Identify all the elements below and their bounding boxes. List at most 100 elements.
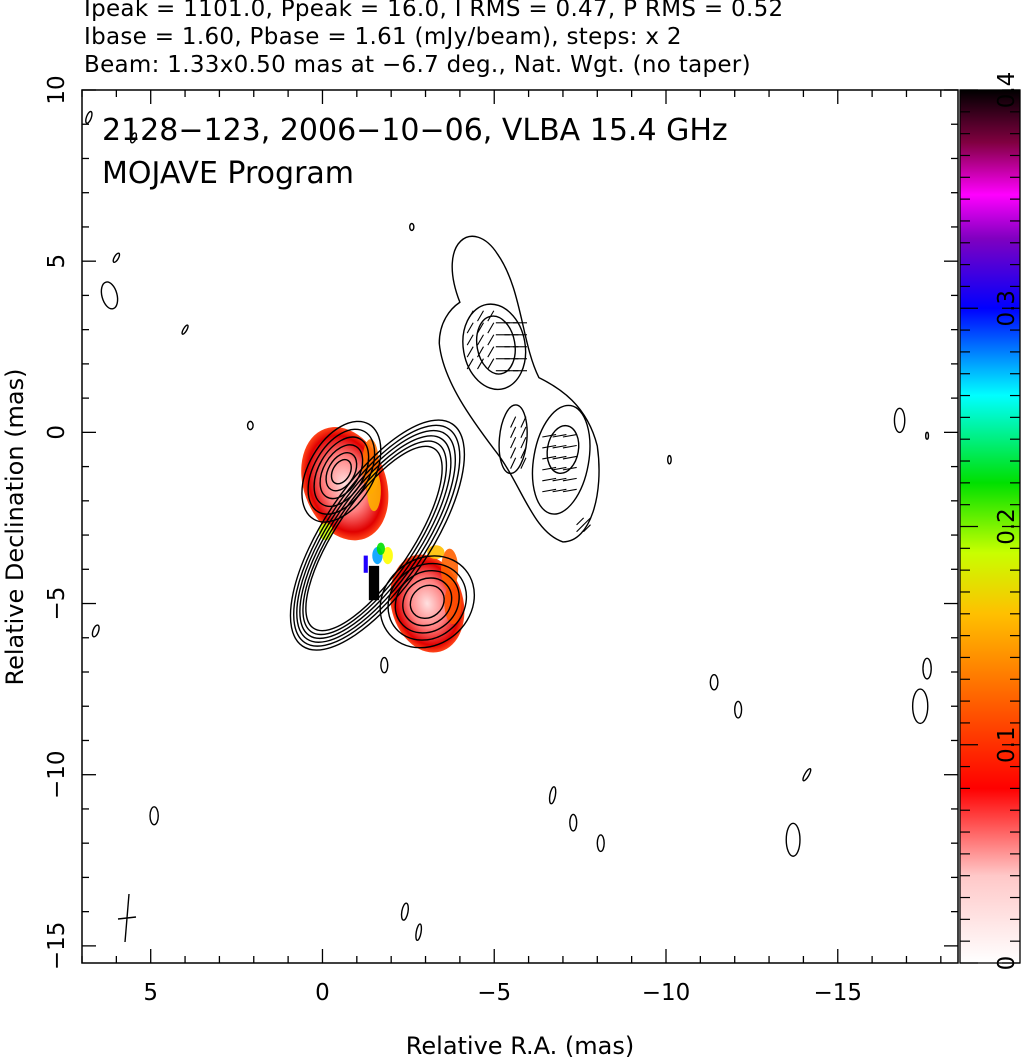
evpa-vector — [552, 466, 567, 471]
knot-contour — [379, 555, 476, 649]
evpa-vector — [552, 477, 567, 482]
evpa-vector — [487, 358, 495, 370]
evpa-vector — [510, 436, 517, 449]
evpa-vector — [510, 447, 517, 459]
evpa-vector — [542, 466, 557, 471]
evpa-vectors — [466, 310, 591, 533]
axis-ticks — [81, 89, 958, 963]
noise-contour — [129, 132, 138, 144]
evpa-vector — [520, 447, 527, 459]
pol-region-core — [301, 427, 389, 541]
noise-contour — [893, 407, 906, 434]
colorbar-tick-label: 0.3 — [994, 290, 1020, 327]
evpa-vector — [583, 524, 591, 533]
noise-contour — [400, 902, 410, 921]
core-contour — [319, 444, 364, 500]
evpa-vector — [562, 444, 577, 449]
evpa-vector — [477, 346, 484, 358]
noise-contour — [548, 786, 557, 805]
pol-patch — [382, 547, 393, 565]
noise-contour — [667, 454, 672, 465]
evpa-vector — [477, 310, 484, 322]
evpa-vector — [562, 466, 577, 471]
noise-contour — [100, 281, 119, 310]
noise-contour — [149, 806, 159, 826]
x-tick-label: −10 — [642, 980, 691, 1006]
jet-contour — [293, 424, 461, 647]
evpa-vector — [510, 457, 517, 469]
noise-contour — [925, 431, 930, 440]
knot-contour — [387, 562, 468, 641]
noise-contour — [415, 923, 423, 942]
noise-contour — [380, 656, 389, 674]
evpa-vector — [542, 488, 557, 493]
colorbar-tick-label: 0.4 — [994, 72, 1020, 109]
core-contour — [301, 420, 382, 523]
noise-contour — [922, 657, 932, 680]
pol-peak — [368, 565, 380, 601]
evpa-vector — [562, 477, 577, 482]
evpa-vector — [477, 334, 484, 346]
y-tick-label: −10 — [44, 750, 70, 799]
pol-patch — [444, 582, 462, 625]
evpa-vector — [487, 334, 495, 346]
evpa-vector — [466, 358, 474, 370]
evpa-vector — [477, 358, 484, 370]
evpa-vector — [510, 416, 517, 428]
evpa-vector — [487, 346, 495, 358]
evpa-vector — [520, 457, 527, 469]
pol-patch — [367, 469, 381, 512]
y-tick-labels: 10 5 0 −5 −10 −15 — [44, 75, 70, 970]
pol-patch — [440, 548, 459, 590]
jet-contour — [305, 445, 443, 632]
noise-contour — [802, 767, 812, 782]
noise-contour — [246, 420, 254, 431]
evpa-vector — [520, 416, 527, 428]
noise-contour — [596, 834, 605, 853]
knot-contour — [409, 584, 445, 620]
x-tick-label: −5 — [477, 980, 511, 1006]
contour-layer — [85, 110, 932, 942]
noise-contour — [181, 324, 189, 335]
colorbar-ticks — [960, 89, 1020, 964]
x-axis-label: Relative R.A. (mas) — [406, 1032, 634, 1060]
core-contour — [330, 458, 352, 485]
evpa-vector — [542, 444, 557, 449]
evpa-vector — [552, 488, 567, 493]
evpa-vector — [487, 322, 495, 334]
evpa-vector — [576, 517, 585, 526]
knot-contour — [402, 577, 453, 627]
jet-contour — [302, 440, 448, 636]
noise-contour — [734, 700, 743, 719]
noise-contour — [112, 252, 121, 264]
noise-contour — [91, 624, 100, 638]
y-tick-label: −5 — [44, 587, 70, 621]
evpa-vector — [520, 426, 527, 439]
evpa-vector — [466, 322, 474, 334]
y-tick-label: −15 — [44, 922, 70, 971]
evpa-vector — [466, 310, 474, 322]
x-tick-label: −15 — [813, 980, 862, 1006]
evpa-vector — [562, 434, 577, 438]
jet-contour — [289, 419, 466, 651]
evpa-vector — [583, 517, 591, 526]
header-line-3: Beam: 1.33x0.50 mas at −6.7 deg., Nat. W… — [84, 52, 751, 78]
colorbar-tick-label: 0.2 — [994, 508, 1020, 545]
y-tick-label: 10 — [44, 75, 70, 104]
evpa-vector — [487, 310, 495, 322]
chart-subtitle: MOJAVE Program — [102, 156, 354, 191]
x-tick-labels: 5 0 −5 −10 −15 — [143, 980, 862, 1006]
chart-title: 2128−123, 2006−10−06, VLBA 15.4 GHz — [102, 113, 728, 148]
beam-marker — [117, 893, 137, 943]
noise-contour — [569, 813, 578, 832]
evpa-vector — [552, 444, 567, 449]
outer-contour — [462, 303, 527, 391]
evpa-vector — [552, 455, 567, 460]
header-line-2: Ibase = 1.60, Pbase = 1.61 (mJy/beam), s… — [84, 24, 682, 50]
core-contour — [313, 436, 370, 508]
evpa-vector — [542, 455, 557, 460]
pol-patch — [376, 542, 385, 555]
outer-contour — [498, 404, 528, 475]
evpa-vector — [562, 488, 577, 493]
noise-contour — [409, 222, 415, 232]
